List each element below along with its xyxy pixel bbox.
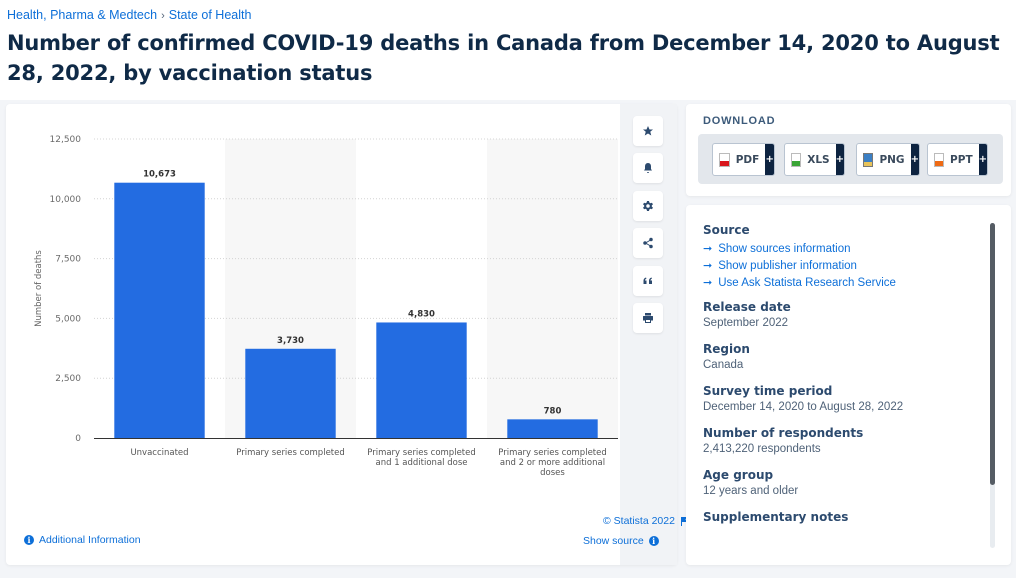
breadcrumb-item-state-of-health[interactable]: State of Health xyxy=(168,8,252,22)
page-title: Number of confirmed COVID-19 deaths in C… xyxy=(7,31,1000,85)
arrow-right-icon: ➞ xyxy=(703,277,713,289)
additional-information-link[interactable]: i Additional Information xyxy=(24,534,141,546)
cite-button[interactable] xyxy=(633,266,663,296)
download-xls-button[interactable]: XLS + xyxy=(784,143,845,176)
breadcrumb-item-health[interactable]: Health, Pharma & Medtech xyxy=(7,8,158,22)
survey-period-value: December 14, 2020 to August 28, 2022 xyxy=(703,401,904,413)
statistic-info-card: Source ➞ Show sources information ➞ Show p… xyxy=(686,205,1011,565)
show-sources-link[interactable]: ➞ Show sources information xyxy=(703,240,983,257)
print-icon xyxy=(643,313,653,323)
data-label: 3,730 xyxy=(277,336,304,346)
bar[interactable] xyxy=(114,182,205,438)
plus-icon: + xyxy=(978,144,987,175)
show-sources-label: Show sources information xyxy=(718,242,851,255)
download-png-label: PNG xyxy=(879,153,905,166)
x-tick-label: and 1 additional dose xyxy=(376,458,468,468)
bar[interactable] xyxy=(245,348,336,438)
plus-icon: + xyxy=(765,144,774,175)
data-label: 780 xyxy=(544,406,562,416)
flag-icon xyxy=(680,516,687,526)
bar-chart: 0 2,500 5,000 7,500 10,000 12,500 10,673 3,730… xyxy=(34,135,618,478)
age-group-value: 12 years and older xyxy=(703,485,799,497)
bell-icon xyxy=(644,163,652,173)
x-tick-label: Unvaccinated xyxy=(130,448,188,458)
download-ppt-button[interactable]: PPT + xyxy=(927,143,988,176)
survey-period-heading: Survey time period xyxy=(703,384,833,398)
source-heading: Source xyxy=(703,223,750,237)
settings-button[interactable] xyxy=(633,191,663,221)
y-tick-label: 7,500 xyxy=(55,255,81,265)
bar[interactable] xyxy=(376,322,467,438)
info-icon: i xyxy=(648,536,659,546)
y-tick-label: 2,500 xyxy=(55,374,81,384)
research-service-link[interactable]: ➞ Use Ask Statista Research Service xyxy=(703,274,983,291)
quote-icon xyxy=(643,277,652,284)
y-tick-label: 12,500 xyxy=(50,135,82,145)
statista-copyright-link[interactable]: © Statista 2022 xyxy=(603,515,688,527)
y-tick-label: 5,000 xyxy=(55,314,81,324)
png-image-icon xyxy=(863,152,874,167)
region-value: Canada xyxy=(703,359,744,371)
info-scrollbar-thumb[interactable] xyxy=(990,223,995,485)
y-tick-label: 0 xyxy=(75,434,81,444)
x-tick-label: Primary series completed xyxy=(236,448,345,458)
page-header xyxy=(0,0,1016,100)
pdf-file-icon xyxy=(719,152,730,167)
download-xls-label: XLS xyxy=(807,153,830,166)
age-group-heading: Age group xyxy=(703,468,774,482)
star-icon xyxy=(643,126,653,136)
share-button[interactable] xyxy=(633,228,663,258)
arrow-right-icon: ➞ xyxy=(703,243,713,255)
favorite-button[interactable] xyxy=(633,116,663,146)
category-band xyxy=(487,139,618,438)
ppt-file-icon xyxy=(934,152,945,167)
release-date-value: September 2022 xyxy=(703,317,789,329)
breadcrumb: Health, Pharma & Medtech › State of Health xyxy=(7,8,251,22)
gear-icon xyxy=(643,201,653,211)
download-pdf-label: PDF xyxy=(735,153,760,166)
x-tick-label: Primary series completed xyxy=(498,448,607,458)
download-pdf-button[interactable]: PDF + xyxy=(712,143,775,176)
print-button[interactable] xyxy=(633,303,663,333)
plus-icon: + xyxy=(910,144,919,175)
download-title: DOWNLOAD xyxy=(703,115,776,127)
plus-icon: + xyxy=(835,144,844,175)
y-axis-title: Number of deaths xyxy=(34,250,44,327)
notification-button[interactable] xyxy=(633,153,663,183)
share-icon xyxy=(643,237,653,249)
xls-file-icon xyxy=(791,152,802,167)
x-tick-label: and 2 or more additional xyxy=(500,458,605,468)
data-label: 4,830 xyxy=(408,309,435,319)
show-source-link[interactable]: Show source i xyxy=(583,535,659,547)
info-icon: i xyxy=(24,535,34,545)
x-tick-label: Primary series completed xyxy=(367,448,476,458)
data-label: 10,673 xyxy=(143,170,176,180)
respondents-value: 2,413,220 respondents xyxy=(703,443,821,455)
download-png-button[interactable]: PNG + xyxy=(856,143,920,176)
respondents-heading: Number of respondents xyxy=(703,426,864,440)
supplementary-notes-heading: Supplementary notes xyxy=(703,510,849,524)
breadcrumb-separator: › xyxy=(161,10,165,22)
bar[interactable] xyxy=(507,419,598,438)
download-ppt-label: PPT xyxy=(950,153,973,166)
show-publisher-label: Show publisher information xyxy=(718,259,857,272)
copyright-text: © Statista 2022 xyxy=(603,515,675,527)
arrow-right-icon: ➞ xyxy=(703,260,713,272)
show-source-label: Show source xyxy=(583,535,644,547)
release-date-heading: Release date xyxy=(703,300,791,314)
y-tick-label: 10,000 xyxy=(50,195,82,205)
x-tick-label: doses xyxy=(540,468,565,478)
show-publisher-link[interactable]: ➞ Show publisher information xyxy=(703,257,983,274)
region-heading: Region xyxy=(703,342,750,356)
research-service-label: Use Ask Statista Research Service xyxy=(718,276,896,289)
additional-information-label: Additional Information xyxy=(39,534,141,546)
